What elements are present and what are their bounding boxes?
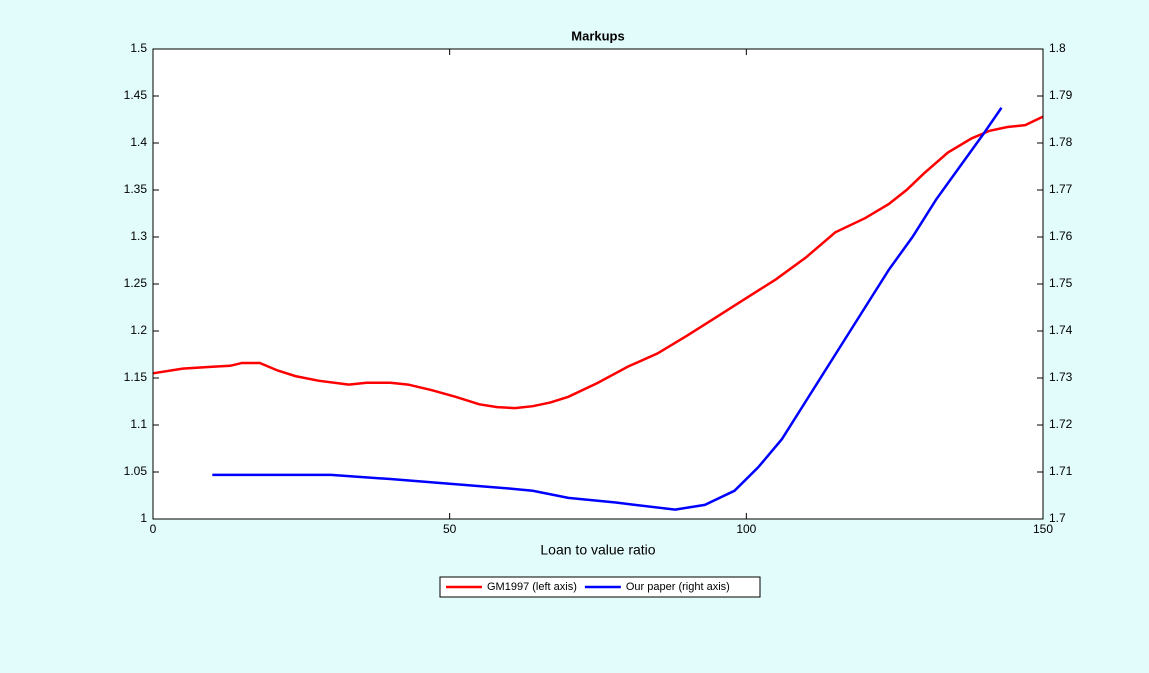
y2-tick-label: 1.79 xyxy=(1049,88,1073,102)
x-tick-label: 150 xyxy=(1033,522,1053,536)
plot-area xyxy=(153,49,1043,519)
line-series xyxy=(152,115,1044,410)
y2-tick-label: 1.78 xyxy=(1049,135,1073,149)
y-tick-label: 1.5 xyxy=(130,41,147,55)
y2-tick-label: 1.73 xyxy=(1049,370,1073,384)
y2-tick-label: 1.74 xyxy=(1049,323,1073,337)
y2-tick-label: 1.7 xyxy=(1049,511,1066,525)
y-tick-label: 1.2 xyxy=(130,323,147,337)
legend-label: Our paper (right axis) xyxy=(626,581,730,593)
plot-frame xyxy=(152,48,1044,520)
y2-tick-label: 1.77 xyxy=(1049,182,1073,196)
y2-tick-label: 1.76 xyxy=(1049,229,1073,243)
y-tick-label: 1.45 xyxy=(124,88,148,102)
y2-tick-label: 1.71 xyxy=(1049,464,1073,478)
legend-label: GM1997 (left axis) xyxy=(487,581,577,593)
y-tick-label: 1.1 xyxy=(130,417,147,431)
y-tick-label: 1.35 xyxy=(124,182,148,196)
y-tick-label: 1.3 xyxy=(130,229,147,243)
x-tick-label: 0 xyxy=(150,522,157,536)
y-tick-label: 1 xyxy=(140,511,147,525)
chart-title: Markups xyxy=(571,28,624,43)
y-tick-label: 1.25 xyxy=(124,276,148,290)
line-series xyxy=(212,107,1003,511)
y2-tick-label: 1.75 xyxy=(1049,276,1073,290)
y-tick-label: 1.4 xyxy=(130,135,147,149)
x-tick-label: 50 xyxy=(443,522,457,536)
y2-tick-label: 1.72 xyxy=(1049,417,1073,431)
y-tick-label: 1.05 xyxy=(124,464,148,478)
y-tick-label: 1.15 xyxy=(124,370,148,384)
y2-tick-label: 1.8 xyxy=(1049,41,1066,55)
x-axis-label: Loan to value ratio xyxy=(540,542,655,558)
x-tick-label: 100 xyxy=(736,522,756,536)
